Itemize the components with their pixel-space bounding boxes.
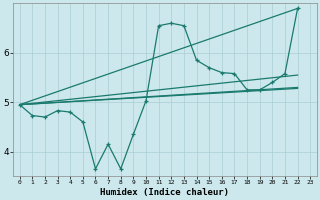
X-axis label: Humidex (Indice chaleur): Humidex (Indice chaleur) [100, 188, 229, 197]
